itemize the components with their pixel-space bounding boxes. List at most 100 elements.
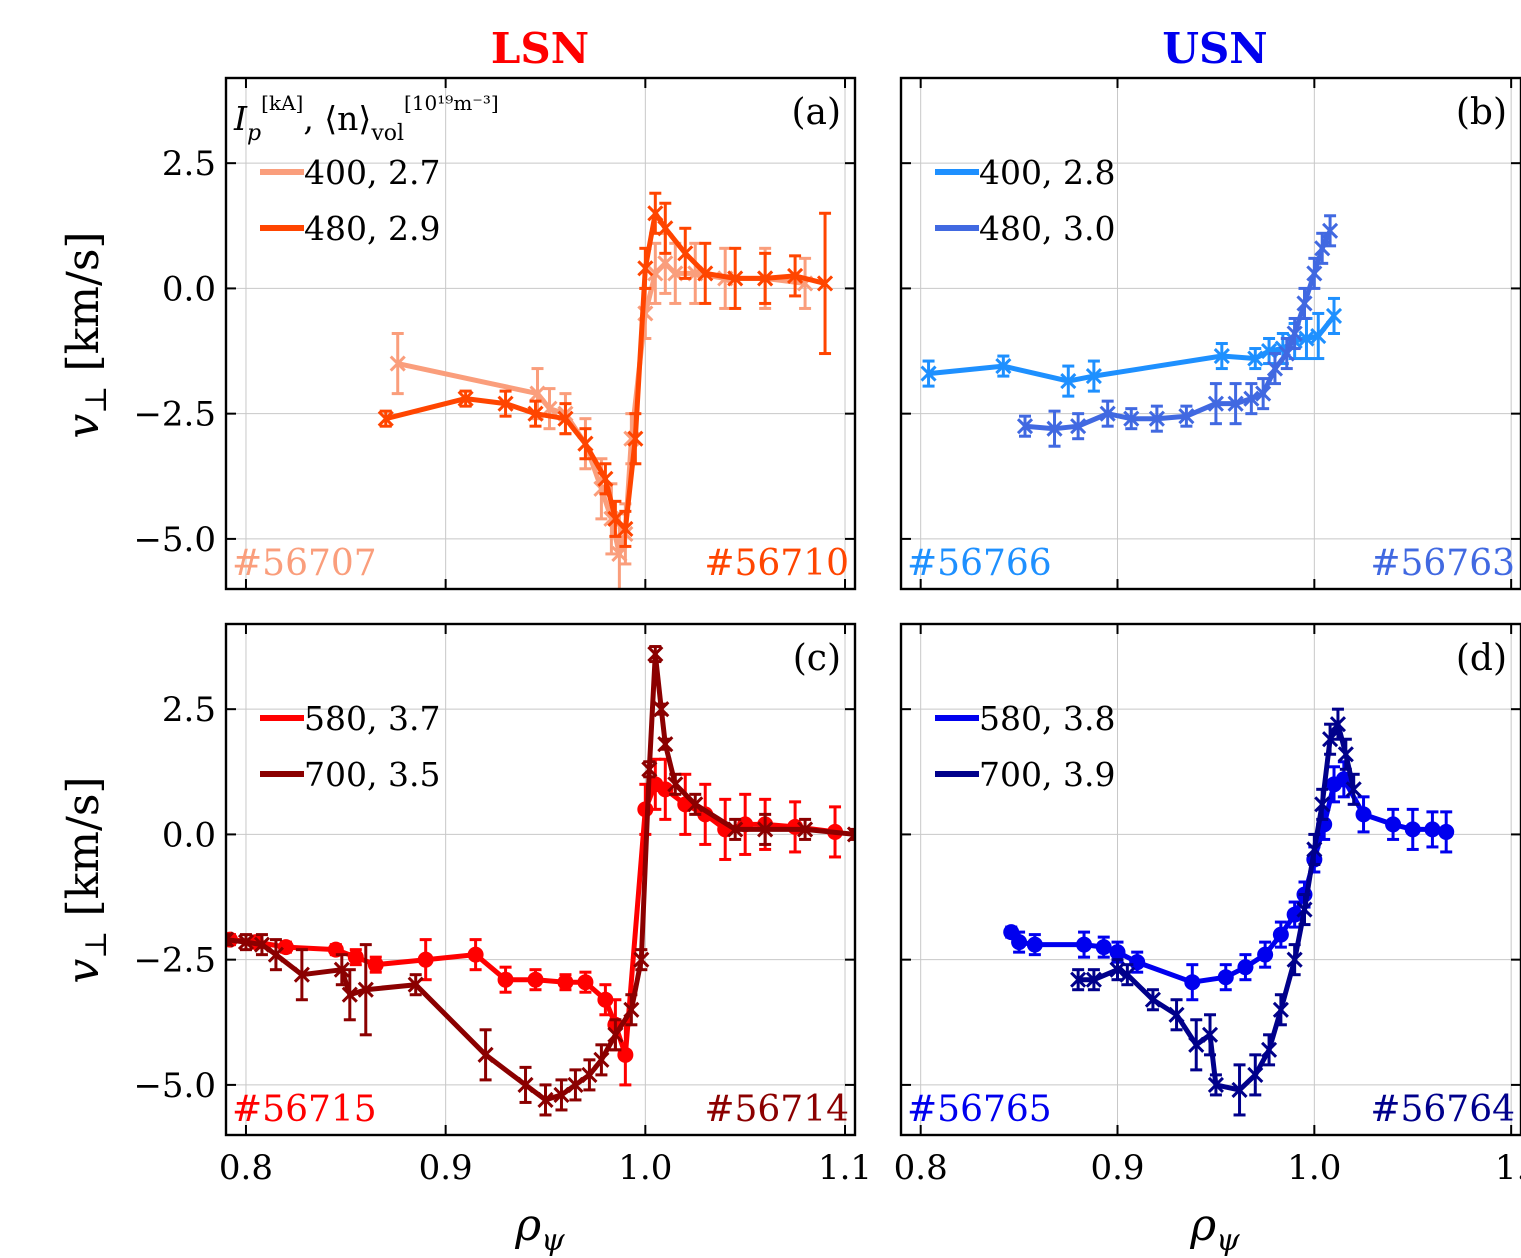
data-point	[1298, 330, 1315, 347]
data-point	[633, 951, 650, 968]
data-point	[237, 934, 255, 951]
shot-number: #56765	[907, 1089, 1052, 1130]
data-point	[1060, 373, 1077, 390]
shot-number: #56707	[232, 543, 377, 584]
data-point	[1201, 1026, 1219, 1043]
x-tick-label: 1.	[1495, 1148, 1521, 1188]
data-point	[389, 355, 406, 372]
y-tick-label: −2.5	[133, 395, 216, 435]
ylabel-bottom: v⊥ [km/s]	[58, 776, 114, 983]
data-point	[1178, 408, 1195, 425]
legend-label: 400, 2.7	[304, 153, 440, 192]
y-tick-label: −5.0	[133, 1066, 216, 1106]
ylabel-top: v⊥ [km/s]	[58, 231, 114, 438]
data-point	[597, 470, 614, 487]
plot-area	[226, 645, 855, 1117]
data-point	[377, 410, 394, 427]
data-point	[457, 390, 474, 407]
data-point	[1247, 1066, 1264, 1083]
column-title-lsn: LSN	[491, 24, 589, 73]
data-point	[667, 776, 684, 793]
xlabel-left: ρψ	[514, 1200, 565, 1258]
series-line	[1009, 776, 1447, 985]
data-point	[593, 1051, 610, 1068]
x-tick-label: 1.0	[1287, 1148, 1341, 1188]
data-point	[1046, 420, 1063, 437]
series-0	[920, 296, 1343, 398]
legend-label: 700, 3.9	[979, 755, 1115, 794]
y-tick-label: −2.5	[133, 941, 216, 981]
data-point	[653, 701, 670, 718]
data-point	[529, 385, 546, 402]
data-point	[357, 981, 374, 998]
data-point	[623, 1001, 640, 1018]
panel-frame	[224, 76, 857, 591]
data-point	[1310, 327, 1327, 345]
data-point	[1286, 325, 1303, 342]
data-point	[1085, 368, 1102, 385]
data-point	[1085, 971, 1102, 988]
data-point	[687, 796, 704, 813]
data-point	[1424, 821, 1441, 838]
shot-number: #56766	[907, 543, 1052, 584]
data-point	[467, 946, 484, 963]
data-point	[1296, 901, 1313, 918]
panel-3: 0.8 0.9 1.0 1. 580, 3.8 700, 3.9 (d) #56765 #567…	[894, 622, 1521, 1188]
data-point	[757, 270, 774, 287]
shot-number: #56715	[232, 1089, 377, 1130]
data-point	[567, 1076, 584, 1093]
data-point	[647, 645, 664, 663]
y-tick-label: 0.0	[162, 269, 216, 309]
data-point	[1322, 731, 1339, 748]
data-point	[1237, 959, 1254, 976]
data-point	[995, 358, 1012, 375]
data-point	[1070, 971, 1087, 988]
plot-area	[1003, 707, 1455, 1117]
data-point	[1385, 816, 1402, 833]
panel-0: 2.5 0.0 −2.5 −5.0 400, 2.7 480, 2.9 Ip[kA], ⟨n…	[133, 76, 857, 591]
data-point	[1119, 966, 1136, 983]
data-point	[517, 1076, 534, 1093]
data-point	[647, 205, 664, 222]
data-point	[1123, 410, 1140, 427]
series-1	[377, 191, 834, 548]
data-point	[527, 971, 544, 988]
x-tick-label: 0.9	[419, 1148, 473, 1188]
data-point	[253, 936, 271, 953]
data-point	[727, 821, 744, 838]
data-point	[1272, 926, 1289, 943]
x-tick-label: 1.0	[618, 1148, 672, 1188]
data-point	[1099, 405, 1116, 422]
panel-label: (b)	[1456, 92, 1507, 133]
series-0	[226, 757, 844, 1087]
legend-header-part: I	[233, 99, 248, 138]
data-point	[617, 520, 634, 537]
data-point	[497, 971, 514, 988]
shot-number: #56763	[1370, 543, 1515, 584]
data-point	[1355, 806, 1372, 823]
x-tick-label: 0.8	[894, 1148, 948, 1188]
panel-frame	[899, 76, 1521, 591]
legend-label: 480, 2.9	[304, 209, 440, 248]
data-point	[1329, 716, 1347, 733]
legend-label: 700, 3.5	[304, 755, 440, 794]
panel-1: 400, 2.8 480, 3.0 (b) #56766 #56763	[899, 76, 1521, 591]
x-tick-label: 0.8	[219, 1148, 273, 1188]
data-point	[577, 974, 594, 991]
shot-number: #56764	[1370, 1089, 1515, 1130]
legend-header-part: [kA]	[261, 91, 303, 115]
series-1	[1070, 707, 1362, 1117]
series-0	[1003, 760, 1455, 1002]
data-point	[277, 939, 294, 956]
data-point	[527, 405, 544, 422]
data-point	[1144, 991, 1162, 1008]
plot-area	[920, 214, 1343, 448]
data-point	[816, 275, 834, 292]
data-point	[1026, 936, 1043, 953]
panels: 2.5 0.0 −2.5 −5.0 400, 2.7 480, 2.9 Ip[kA], ⟨n…	[133, 76, 1521, 1188]
data-point	[557, 974, 574, 991]
legend-label: 580, 3.7	[304, 699, 440, 738]
data-point	[677, 245, 694, 262]
panel-label: (a)	[791, 92, 841, 133]
